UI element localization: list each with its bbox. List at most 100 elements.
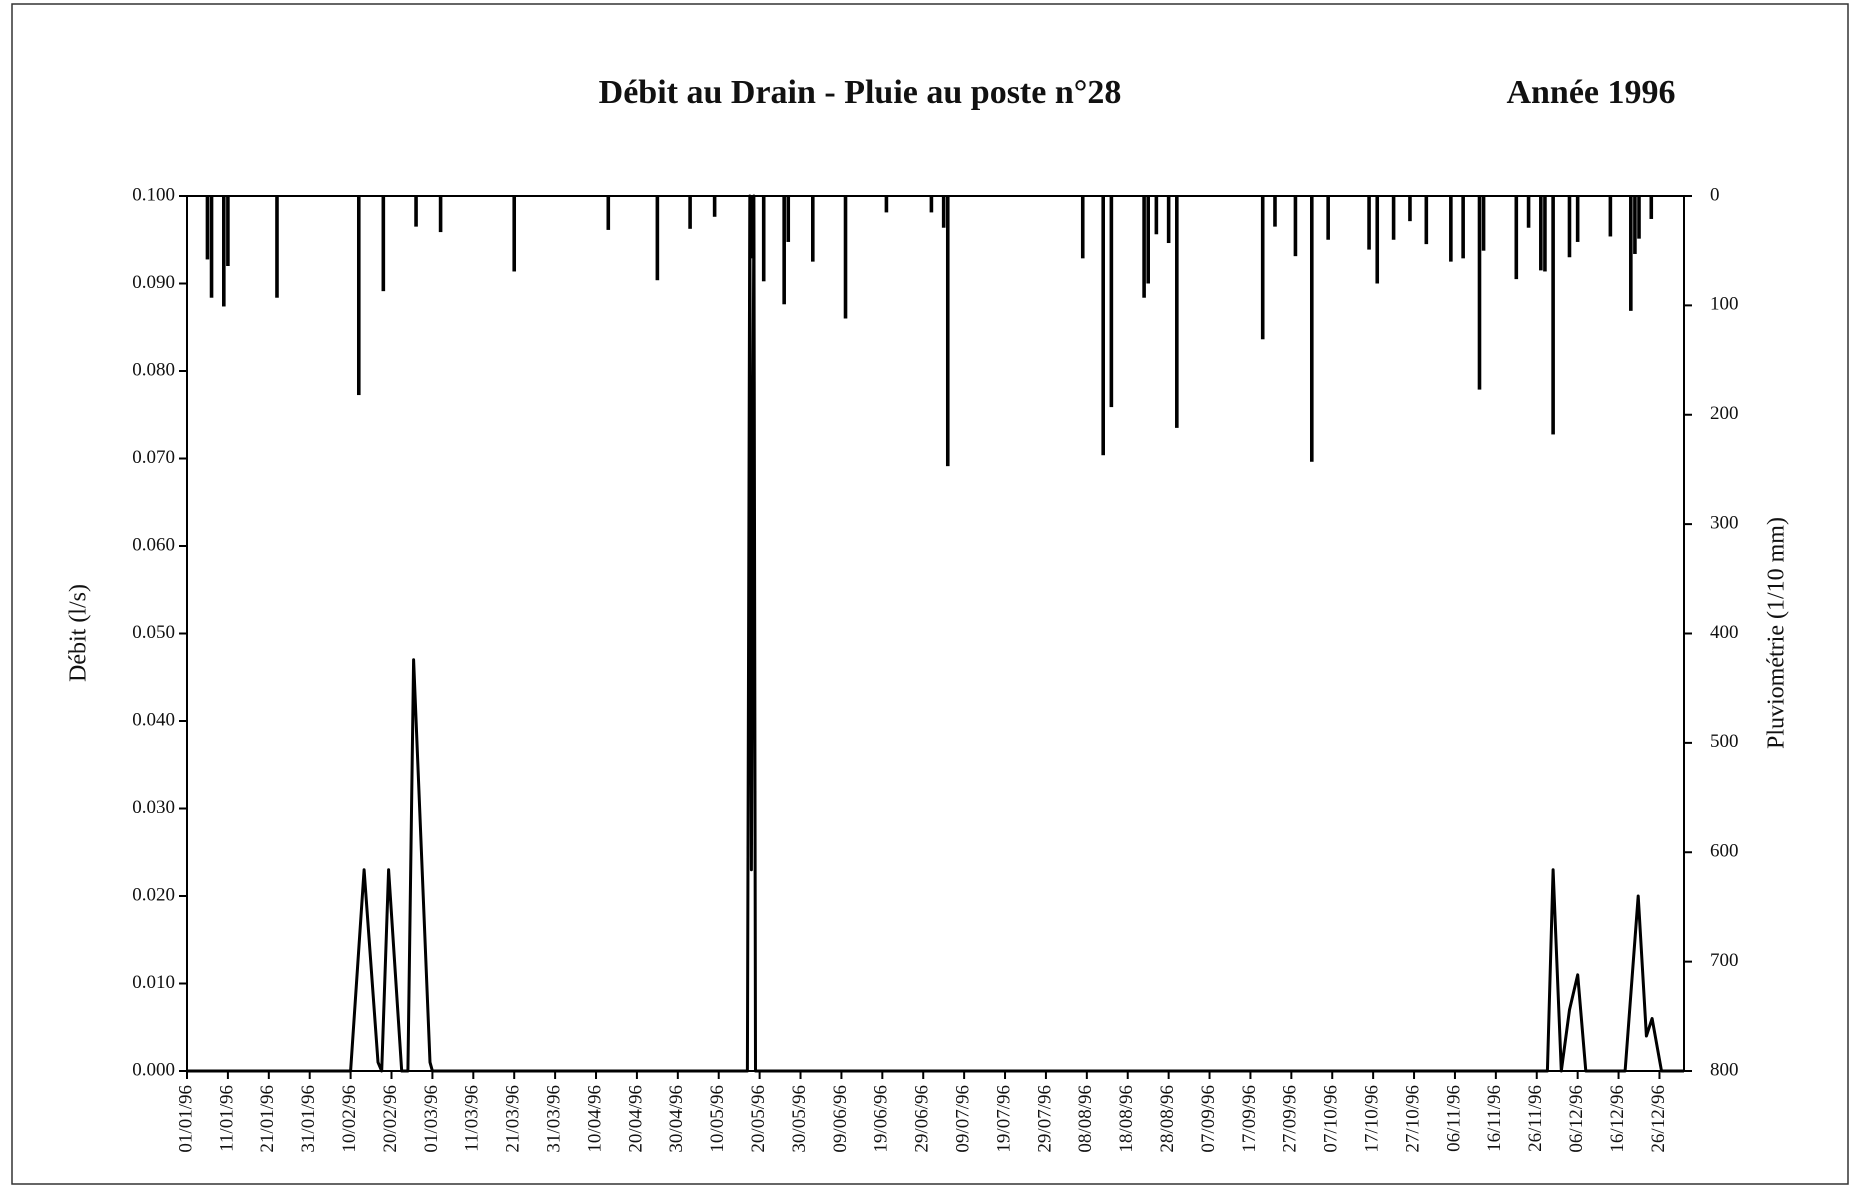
y-tick-label: 0.050 xyxy=(132,622,175,643)
chart-subtitle: Année 1996 xyxy=(1506,74,1675,111)
x-tick-label: 10/02/96 xyxy=(339,1085,360,1153)
y-tick-label: 0.040 xyxy=(132,709,175,730)
rain-bar xyxy=(512,196,517,272)
rain-bar xyxy=(1543,196,1547,272)
rain-bar xyxy=(1551,196,1555,435)
x-tick-label: 29/06/96 xyxy=(912,1085,933,1153)
x-tick-label: 07/10/96 xyxy=(1321,1085,1342,1153)
rain-bar xyxy=(1514,196,1519,280)
rain-bar xyxy=(810,196,815,262)
rain-bar xyxy=(1101,196,1105,456)
rain-bar xyxy=(1080,196,1085,259)
rain-bar xyxy=(1375,196,1380,284)
y2-axis-title: Pluviométrie (1/10 mm) xyxy=(1764,517,1790,749)
rain-bar xyxy=(1567,196,1572,258)
rain-bar xyxy=(1461,196,1465,259)
rain-bar xyxy=(1175,196,1179,428)
x-tick-label: 17/10/96 xyxy=(1362,1085,1383,1153)
rain-bar xyxy=(1637,196,1641,239)
rain-bar xyxy=(1273,196,1277,227)
y-tick-label: 0.070 xyxy=(132,447,175,468)
rain-bar xyxy=(688,196,692,229)
rain-bar xyxy=(1408,196,1412,222)
x-tick-label: 26/12/96 xyxy=(1648,1085,1669,1153)
y2-tick-label: 500 xyxy=(1710,731,1739,752)
y-tick-label: 0.060 xyxy=(132,534,175,555)
x-tick-label: 11/03/96 xyxy=(462,1085,483,1152)
x-tick-label: 10/04/96 xyxy=(584,1085,605,1153)
x-tick-label: 06/11/96 xyxy=(1443,1085,1464,1152)
rain-bar xyxy=(945,196,950,467)
rain-bar xyxy=(1154,196,1159,235)
rain-bar xyxy=(1391,196,1396,240)
rain-bar xyxy=(1293,196,1298,257)
rain-bar xyxy=(1326,196,1330,240)
x-tick-label: 20/05/96 xyxy=(748,1085,769,1153)
rain-bar xyxy=(414,196,418,227)
x-tick-label: 19/06/96 xyxy=(871,1085,892,1153)
rain-bar xyxy=(749,196,754,259)
rain-bar xyxy=(226,196,230,266)
rain-bar xyxy=(782,196,786,305)
rain-bar xyxy=(356,196,361,396)
rain-bar xyxy=(1109,196,1114,408)
x-tick-label: 26/11/96 xyxy=(1525,1085,1546,1152)
x-tick-label: 09/07/96 xyxy=(952,1085,973,1153)
rain-bar xyxy=(1449,196,1453,262)
rain-bar xyxy=(381,196,386,292)
y2-tick-label: 800 xyxy=(1710,1059,1739,1080)
y2-tick-label: 600 xyxy=(1710,841,1739,862)
rain-bar xyxy=(1424,196,1429,245)
y2-tick-label: 200 xyxy=(1710,403,1739,424)
x-tick-label: 20/04/96 xyxy=(625,1085,646,1153)
x-tick-label: 19/07/96 xyxy=(993,1085,1014,1153)
rain-bar xyxy=(941,196,946,228)
x-tick-label: 30/05/96 xyxy=(789,1085,810,1153)
rain-bar xyxy=(1575,196,1580,242)
rain-bar xyxy=(929,196,934,213)
y-axis-title: Débit (l/s) xyxy=(66,584,92,682)
rain-bar xyxy=(1142,196,1146,298)
y2-tick-label: 0 xyxy=(1710,184,1720,205)
x-tick-label: 11/01/96 xyxy=(216,1085,237,1152)
rain-bar xyxy=(1477,196,1482,390)
x-tick-label: 20/02/96 xyxy=(380,1085,401,1153)
x-tick-label: 28/08/96 xyxy=(1157,1085,1178,1153)
x-tick-label: 27/10/96 xyxy=(1402,1085,1423,1153)
x-tick-label: 16/12/96 xyxy=(1607,1085,1628,1153)
y-tick-label: 0.090 xyxy=(132,272,175,293)
x-tick-label: 01/01/96 xyxy=(175,1085,196,1153)
x-tick-label: 31/03/96 xyxy=(543,1085,564,1153)
y-tick-label: 0.020 xyxy=(132,884,175,905)
rain-bar xyxy=(1146,196,1150,284)
rain-bar xyxy=(1608,196,1613,237)
x-tick-label: 17/09/96 xyxy=(1239,1085,1260,1153)
rain-bar xyxy=(209,196,214,298)
y-tick-label: 0.010 xyxy=(132,972,175,993)
x-tick-label: 16/11/96 xyxy=(1484,1085,1505,1152)
x-tick-label: 01/03/96 xyxy=(421,1085,442,1153)
rain-bar xyxy=(1309,196,1314,462)
rain-bar xyxy=(1629,196,1633,311)
rain-bar xyxy=(786,196,791,242)
y2-tick-label: 100 xyxy=(1710,294,1739,315)
x-tick-label: 21/03/96 xyxy=(503,1085,524,1153)
y2-tick-label: 700 xyxy=(1710,950,1739,971)
rain-bar xyxy=(761,196,766,282)
x-tick-label: 31/01/96 xyxy=(298,1085,319,1153)
y-tick-label: 0.100 xyxy=(132,184,175,205)
y-tick-label: 0.000 xyxy=(132,1059,175,1080)
rain-bar xyxy=(712,196,717,217)
x-tick-label: 10/05/96 xyxy=(707,1085,728,1153)
rain-bar xyxy=(606,196,611,230)
rain-bar xyxy=(1260,196,1265,340)
x-tick-label: 30/04/96 xyxy=(666,1085,687,1153)
rain-bar xyxy=(1539,196,1543,271)
x-tick-label: 06/12/96 xyxy=(1566,1085,1587,1153)
rain-bar xyxy=(1649,196,1654,219)
x-tick-label: 07/09/96 xyxy=(1198,1085,1219,1153)
x-tick-label: 21/01/96 xyxy=(257,1085,278,1153)
x-tick-label: 27/09/96 xyxy=(1280,1085,1301,1153)
x-tick-label: 09/06/96 xyxy=(830,1085,851,1153)
